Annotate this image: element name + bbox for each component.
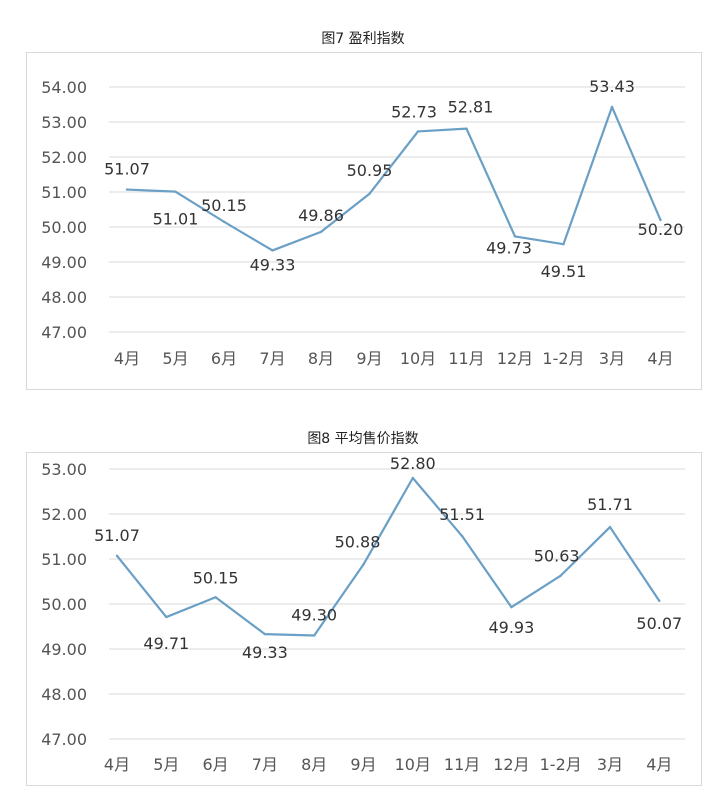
- chart1-data-label: 53.43: [589, 77, 635, 96]
- chart2-y-tick-label: 47.00: [41, 730, 87, 749]
- chart2-data-label: 52.80: [390, 454, 436, 473]
- chart2-x-tick-label: 5月: [153, 755, 179, 774]
- chart2-data-point: [115, 554, 119, 558]
- chart1-data-point: [125, 188, 129, 191]
- chart1-x-tick-label: 12月: [497, 349, 533, 368]
- chart1-data-label: 49.86: [298, 206, 344, 225]
- chart2-plot: 47.00 48.00 49.00 50.00 51.00 52.00 53.00 4月 5月 6…: [41, 454, 685, 774]
- chart1-data-point: [513, 235, 517, 238]
- chart2-data-label: 50.88: [335, 532, 381, 551]
- chart1-y-tick-label: 50.00: [41, 218, 87, 237]
- chart1-data-label: 51.07: [104, 160, 150, 179]
- chart1-title: 图7 盈利指数: [321, 31, 405, 47]
- chart1-data-point: [174, 190, 177, 193]
- chart2-x-tick-label: 7月: [252, 755, 278, 774]
- chart1-x-tick-label: 11月: [448, 349, 484, 368]
- chart2-frame: 47.00 48.00 49.00 50.00 51.00 52.00 53.00 4月 5月 6…: [26, 452, 702, 786]
- chart1-frame: 47.00 48.00 49.00 50.00 51.00 52.00 53.00 54.00…: [26, 52, 702, 390]
- chart2-y-tick-label: 49.00: [41, 640, 87, 659]
- chart1-data-label: 49.33: [250, 255, 296, 274]
- chart2-y-tick-label: 52.00: [41, 505, 87, 524]
- chart2-x-tick-label: 8月: [301, 755, 327, 774]
- chart1-y-tick-label: 51.00: [41, 183, 87, 202]
- chart2-series-line: [116, 476, 661, 637]
- chart1-y-tick-label: 47.00: [41, 323, 87, 342]
- chart2-y-tick-label: 51.00: [41, 550, 87, 569]
- chart1-x-tick-label: 5月: [162, 349, 188, 368]
- chart1-y-tick-label: 52.00: [41, 148, 87, 167]
- chart1-data-point: [222, 220, 226, 223]
- chart1-y-tick-label: 54.00: [41, 78, 87, 97]
- chart2-data-point: [559, 574, 562, 577]
- chart2-data-label: 49.93: [488, 618, 534, 637]
- chart2-x-tick-label: 4月: [646, 755, 672, 774]
- chart2-data-point: [313, 634, 316, 637]
- chart1-data-point: [416, 130, 420, 133]
- chart1-x-tick-label: 1-2月: [542, 349, 584, 368]
- chart1-x-tick-label: 4月: [647, 349, 673, 368]
- chart1-y-tick-label: 48.00: [41, 288, 87, 307]
- chart1-data-point: [659, 218, 662, 222]
- chart1-x-tick-label: 4月: [114, 349, 140, 368]
- chart2-data-point: [362, 563, 365, 566]
- chart2-x-tick-label: 11月: [444, 755, 480, 774]
- chart1-data-label: 52.73: [391, 102, 437, 121]
- chart2-data-label: 49.71: [143, 634, 189, 653]
- chart2-x-tick-label: 6月: [203, 755, 229, 774]
- chart1-series-line: [126, 105, 662, 252]
- chart2-data-point: [608, 525, 612, 529]
- chart1-x-tick-label: 7月: [259, 349, 285, 368]
- chart2-data-label: 51.07: [94, 526, 140, 545]
- chart2-data-point: [263, 632, 267, 636]
- chart1-data-point: [610, 105, 614, 109]
- chart2-data-point: [165, 615, 168, 619]
- chart2-y-tick-label: 48.00: [41, 685, 87, 704]
- chart2-data-label: 50.07: [636, 614, 682, 633]
- chart2-x-tick-label: 3月: [597, 755, 623, 774]
- chart1-x-tick-label: 3月: [599, 349, 625, 368]
- chart1-y-tick-label: 53.00: [41, 113, 87, 132]
- chart1-data-point: [368, 192, 371, 195]
- chart1-x-tick-label: 6月: [211, 349, 237, 368]
- chart1-data-label: 52.81: [448, 98, 494, 117]
- chart2-data-point: [658, 599, 661, 603]
- chart2-data-label: 49.30: [291, 606, 337, 625]
- chart1-data-label: 49.73: [486, 238, 532, 257]
- chart1-data-label: 49.51: [541, 262, 587, 281]
- chart2-data-point: [460, 534, 464, 538]
- chart1-data-label: 50.95: [347, 161, 393, 180]
- chart2-x-tick-label: 1-2月: [540, 755, 582, 774]
- chart2-y-tick-label: 53.00: [41, 460, 87, 479]
- chart1-data-label: 51.01: [153, 210, 199, 229]
- chart2-x-tick-label: 9月: [350, 755, 376, 774]
- chart1-data-point: [465, 127, 468, 130]
- chart2-x-tick-label: 10月: [395, 755, 431, 774]
- chart1-x-tick-label: 9月: [356, 349, 382, 368]
- chart1-data-point: [271, 249, 274, 252]
- chart2-y-tick-label: 50.00: [41, 595, 87, 614]
- chart2-data-label: 51.71: [587, 495, 633, 514]
- chart1-data-label: 50.20: [638, 220, 684, 239]
- chart1-y-tick-label: 49.00: [41, 253, 87, 272]
- chart2-x-tick-label: 4月: [104, 755, 130, 774]
- chart1-data-point: [319, 230, 323, 234]
- chart2-data-label: 49.33: [242, 643, 288, 662]
- chart2-data-label: 50.63: [534, 547, 580, 566]
- chart1-data-label: 50.15: [201, 196, 247, 215]
- chart2-data-point: [510, 605, 513, 609]
- chart2-data-label: 50.15: [193, 568, 239, 587]
- chart2-data-point: [411, 476, 414, 480]
- chart2-data-label: 51.51: [439, 505, 485, 524]
- chart1-x-tick-label: 8月: [308, 349, 334, 368]
- chart1-x-tick-label: 10月: [400, 349, 436, 368]
- chart1-plot: 47.00 48.00 49.00 50.00 51.00 52.00 53.00 54.00…: [41, 77, 685, 368]
- chart2-x-tick-label: 12月: [493, 755, 529, 774]
- chart2-data-point: [214, 596, 217, 599]
- chart2-title: 图8 平均售价指数: [307, 431, 419, 447]
- chart1-data-point: [562, 242, 565, 246]
